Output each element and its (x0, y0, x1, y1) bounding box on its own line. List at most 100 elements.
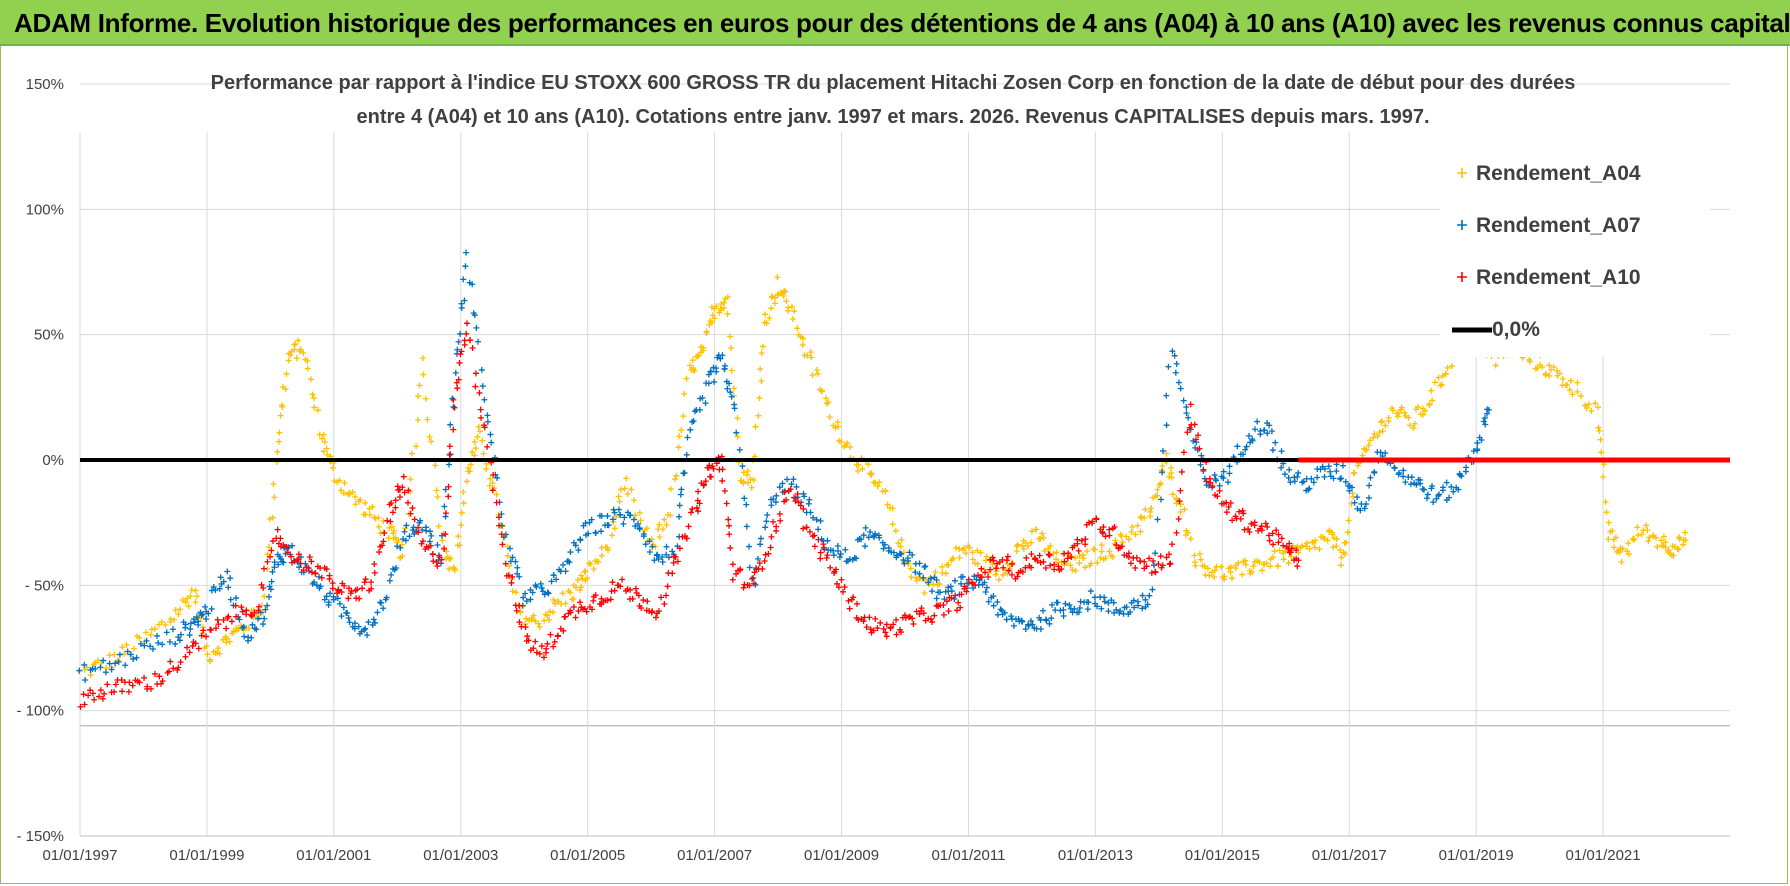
data-point (610, 506, 617, 513)
data-point (688, 509, 695, 516)
data-point (1343, 539, 1350, 546)
data-point (617, 511, 624, 518)
data-point (711, 378, 718, 385)
data-point (1574, 379, 1581, 386)
x-tick-label: 01/01/2011 (931, 847, 1005, 864)
data-point (747, 476, 754, 483)
data-point (1395, 410, 1402, 417)
data-point (1675, 546, 1682, 553)
data-point (578, 572, 585, 579)
data-point (293, 355, 300, 362)
data-point (846, 605, 853, 612)
data-point (365, 619, 372, 626)
data-point (336, 600, 343, 607)
data-point (1370, 434, 1377, 441)
data-point (175, 611, 182, 618)
data-point (824, 537, 831, 544)
data-point (724, 294, 731, 301)
data-point (817, 549, 824, 556)
data-point (584, 575, 591, 582)
data-point (893, 616, 900, 623)
data-point (1040, 607, 1046, 614)
data-point (1159, 462, 1166, 469)
data-point (266, 515, 273, 522)
data-point (1408, 474, 1415, 481)
data-point (1041, 547, 1048, 554)
data-point (434, 563, 441, 570)
data-point (1249, 568, 1256, 575)
data-point (1483, 410, 1490, 417)
data-point (1204, 565, 1211, 572)
data-point (223, 625, 230, 632)
data-point (1407, 481, 1414, 488)
data-point (1004, 553, 1011, 560)
data-point (276, 429, 283, 436)
data-point (981, 566, 988, 573)
data-point (1155, 561, 1162, 568)
data-point (265, 593, 272, 600)
data-point (356, 595, 363, 602)
data-point (341, 582, 348, 589)
data-point (1314, 474, 1321, 481)
data-point (987, 566, 994, 573)
data-point (562, 568, 569, 575)
data-point (424, 416, 431, 423)
data-point (192, 587, 199, 594)
data-point (1357, 507, 1364, 514)
data-point (1001, 609, 1008, 616)
data-point (1436, 491, 1442, 498)
data-point (91, 696, 98, 703)
data-point (574, 577, 581, 584)
data-point (202, 603, 209, 610)
data-point (1338, 475, 1344, 482)
data-point (560, 561, 567, 568)
data-point (1180, 397, 1187, 404)
data-point (1143, 563, 1150, 570)
data-point (378, 542, 385, 549)
data-point (1066, 602, 1073, 609)
data-point (172, 640, 179, 647)
data-point (575, 608, 582, 615)
data-point (770, 496, 777, 503)
data-point (495, 514, 502, 521)
data-point (667, 485, 674, 492)
data-point (696, 406, 703, 413)
data-point (1338, 554, 1345, 561)
data-point (441, 503, 448, 510)
data-point (1278, 464, 1285, 471)
data-point (253, 626, 260, 633)
data-point (451, 404, 458, 411)
data-point (1139, 592, 1146, 599)
data-point (655, 556, 662, 563)
data-point (277, 412, 284, 419)
data-point (659, 554, 666, 561)
data-point (311, 404, 318, 411)
data-point (289, 542, 296, 549)
data-point (203, 642, 210, 649)
data-point (304, 357, 311, 364)
data-point (577, 536, 584, 543)
data-point (1424, 495, 1430, 502)
data-point (341, 479, 348, 486)
data-point (1220, 468, 1227, 475)
data-point (269, 568, 276, 575)
data-point (725, 516, 732, 523)
data-point (166, 639, 173, 646)
data-point (727, 333, 734, 340)
data-point (261, 615, 268, 622)
data-point (925, 579, 932, 586)
data-point (800, 525, 807, 532)
data-point (943, 598, 950, 605)
data-point (663, 543, 670, 550)
data-point (789, 315, 796, 322)
data-point (284, 549, 291, 556)
data-point (1024, 543, 1031, 550)
data-point (763, 518, 770, 525)
data-point (1054, 599, 1061, 606)
data-point (961, 545, 968, 552)
data-point (390, 527, 397, 534)
x-tick-label: 01/01/2017 (1312, 847, 1387, 864)
data-point (1227, 499, 1234, 506)
data-point (344, 610, 351, 617)
data-point (1146, 592, 1153, 599)
